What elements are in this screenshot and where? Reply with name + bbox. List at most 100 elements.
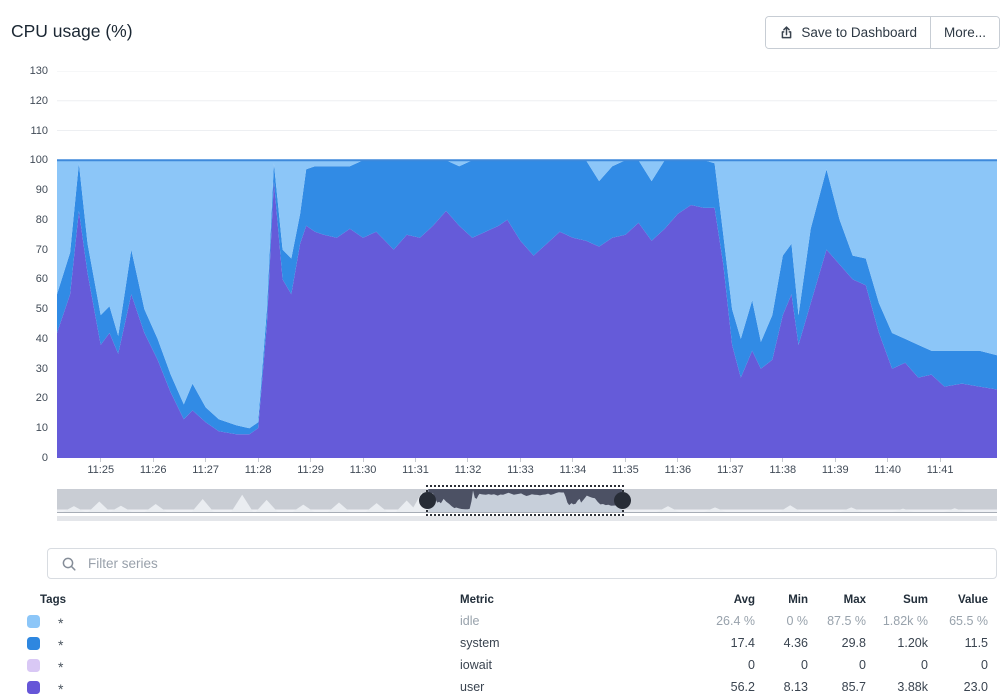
x-axis-label: 11:40 xyxy=(874,464,902,476)
y-axis-label: 120 xyxy=(29,94,48,107)
more-label: More... xyxy=(943,25,986,40)
series-min: 4.36 xyxy=(783,636,808,650)
series-row[interactable]: * iowait 0 0 0 0 0 xyxy=(0,654,1007,676)
brush-handle-left[interactable] xyxy=(419,492,437,509)
x-axis-tick xyxy=(729,458,731,462)
series-row[interactable]: * idle 26.4 % 0 % 87.5 % 1.82k % 65.5 % xyxy=(0,610,1007,632)
timeline-scroll-track[interactable] xyxy=(57,516,997,521)
x-axis-tick xyxy=(939,458,941,462)
y-axis-label: 130 xyxy=(29,65,48,77)
x-axis-label: 11:36 xyxy=(664,464,692,476)
y-axis-label: 80 xyxy=(35,213,48,226)
series-sum: 1.82k % xyxy=(882,614,928,628)
series-tag: * xyxy=(58,679,460,697)
y-axis-label: 60 xyxy=(35,273,48,286)
x-axis-label: 11:41 xyxy=(926,464,954,476)
x-axis-label: 11:38 xyxy=(769,464,797,476)
search-icon xyxy=(62,557,76,571)
x-axis-tick xyxy=(310,458,312,462)
y-axis-label: 100 xyxy=(29,154,48,167)
toolbar-button-group: Save to Dashboard More... xyxy=(765,16,1000,49)
y-axis-label: 70 xyxy=(35,243,48,256)
x-axis-tick xyxy=(415,458,416,462)
series-color-cell xyxy=(27,636,58,650)
tag-wildcard: * xyxy=(58,681,64,697)
x-axis-tick xyxy=(100,458,102,462)
x-axis-tick xyxy=(887,458,889,462)
minimap-divider xyxy=(57,512,997,513)
series-sum: 1.20k xyxy=(897,636,928,650)
upload-icon xyxy=(779,25,794,40)
series-color-cell xyxy=(27,614,58,628)
series-value: 23.0 xyxy=(963,680,988,694)
series-sum: 3.88k xyxy=(897,680,928,694)
x-axis-label: 11:30 xyxy=(349,464,377,476)
series-min: 0 % xyxy=(786,614,808,628)
minimap-preview xyxy=(57,489,997,512)
series-color-swatch xyxy=(27,614,40,628)
series-row[interactable]: * system 17.4 4.36 29.8 1.20k 11.5 xyxy=(0,632,1007,654)
x-axis-label: 11:31 xyxy=(402,464,429,476)
brush-handle-right[interactable] xyxy=(613,492,631,509)
x-axis-tick xyxy=(467,458,469,462)
series-row[interactable]: * user 56.2 8.13 85.7 3.88k 23.0 xyxy=(0,676,1007,698)
x-axis-label: 11:29 xyxy=(297,464,324,476)
series-tag: * xyxy=(58,613,460,631)
series-table-header: Tags Metric Avg Min Max Sum Value xyxy=(0,590,1007,610)
x-axis-label: 11:34 xyxy=(559,464,587,476)
tag-wildcard: * xyxy=(58,659,64,675)
x-axis-label: 11:26 xyxy=(139,464,167,476)
x-axis-tick xyxy=(152,458,154,462)
series-metric: system xyxy=(460,636,500,650)
y-axis-label: 40 xyxy=(35,332,48,345)
series-tag: * xyxy=(58,657,460,675)
filter-series-input[interactable] xyxy=(86,555,996,572)
series-max: 85.7 xyxy=(841,680,866,694)
tag-wildcard: * xyxy=(58,615,64,631)
col-header-metric: Metric xyxy=(460,594,494,606)
y-axis-label: 110 xyxy=(30,124,48,137)
x-axis-label: 11:35 xyxy=(612,464,639,476)
x-axis-label: 11:27 xyxy=(192,464,219,476)
x-axis-tick xyxy=(362,458,364,462)
series-color-swatch xyxy=(27,680,40,694)
x-axis-label: 11:33 xyxy=(507,464,534,476)
series-max: 0 xyxy=(859,658,866,672)
col-header-tags: Tags xyxy=(40,594,66,606)
more-button[interactable]: More... xyxy=(929,17,999,48)
series-avg: 17.4 xyxy=(730,636,755,650)
x-axis-tick xyxy=(624,458,626,462)
col-header-sum: Sum xyxy=(903,594,928,606)
y-axis-label: 30 xyxy=(35,362,48,375)
series-avg: 56.2 xyxy=(730,680,755,694)
x-axis-tick xyxy=(205,458,207,462)
series-metric: user xyxy=(460,680,485,694)
time-brush[interactable] xyxy=(419,485,631,516)
y-axis-label: 10 xyxy=(35,422,48,435)
x-axis-label: 11:28 xyxy=(244,464,272,476)
series-value: 0 xyxy=(981,658,988,672)
col-header-max: Max xyxy=(843,594,866,606)
col-header-avg: Avg xyxy=(733,594,755,606)
series-color-cell xyxy=(27,658,58,672)
save-to-dashboard-button[interactable]: Save to Dashboard xyxy=(766,17,930,48)
series-value: 65.5 % xyxy=(949,614,988,628)
timeline-minimap[interactable] xyxy=(57,489,997,512)
series-color-swatch xyxy=(27,636,40,650)
series-avg: 0 xyxy=(748,658,755,672)
y-axis-label: 20 xyxy=(35,392,48,405)
x-axis-tick xyxy=(519,458,521,462)
x-axis-tick xyxy=(257,458,259,462)
y-axis-label: 50 xyxy=(35,303,48,316)
series-tag: * xyxy=(58,635,460,653)
series-min: 0 xyxy=(801,658,808,672)
x-axis-tick xyxy=(782,458,784,462)
y-axis-label: 0 xyxy=(41,452,48,464)
series-metric: iowait xyxy=(460,658,492,672)
series-value: 11.5 xyxy=(964,636,988,650)
x-axis-tick xyxy=(572,458,574,462)
x-axis-label: 11:39 xyxy=(821,464,849,476)
series-avg: 26.4 % xyxy=(716,614,755,628)
series-max: 87.5 % xyxy=(827,614,866,628)
